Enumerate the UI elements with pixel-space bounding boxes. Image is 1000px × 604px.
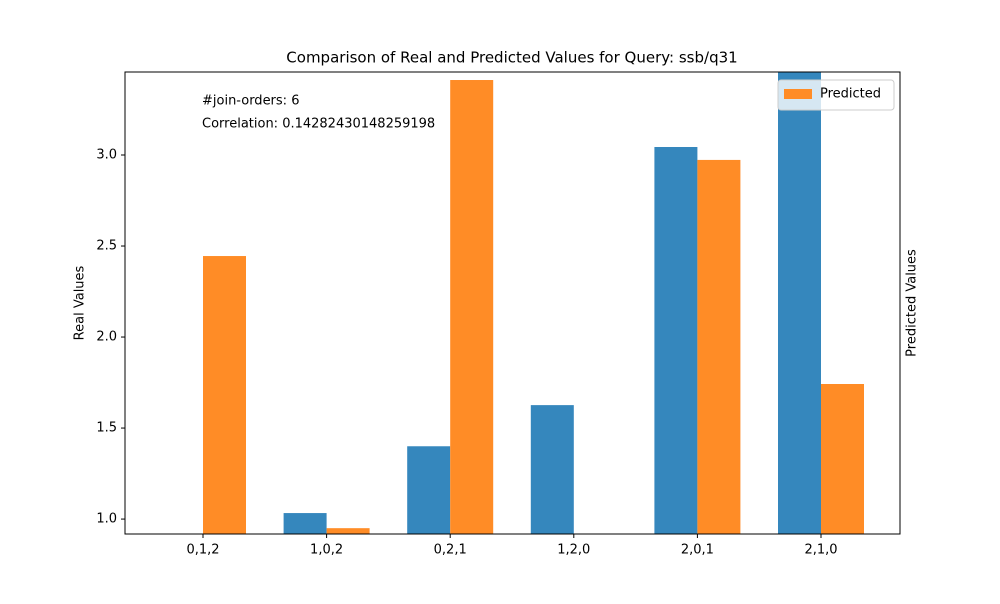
y-axis-label: Real Values: [73, 265, 88, 340]
chart-title: Comparison of Real and Predicted Values …: [286, 49, 737, 67]
bar: [450, 80, 494, 534]
legend-label: Predicted: [820, 87, 881, 102]
y-tick-label: 2.5: [96, 239, 117, 254]
x-tick-label: 1,0,2: [310, 543, 343, 558]
bar: [654, 146, 698, 534]
x-tick-label: 2,0,1: [681, 543, 714, 558]
bar: [326, 528, 370, 534]
annotation: Correlation: 0.14282430148259198: [202, 117, 435, 132]
bar: [203, 256, 246, 534]
x-tick-label: 2,1,0: [804, 543, 837, 558]
legend-swatch: [784, 89, 812, 99]
y-tick-label: 1.0: [96, 512, 117, 527]
bar: [821, 384, 864, 534]
y2-axis-label: Predicted Values: [905, 249, 920, 357]
bar: [283, 513, 327, 534]
y-tick-label: 2.0: [96, 330, 117, 345]
plot-area: [203, 72, 864, 534]
annotation: #join-orders: 6: [202, 94, 299, 109]
x-tick-label: 0,1,2: [186, 543, 219, 558]
y-tick-label: 3.0: [96, 148, 117, 163]
bar: [697, 159, 741, 534]
x-tick-label: 0,2,1: [434, 543, 467, 558]
bar: [407, 446, 451, 534]
legend-box: [777, 79, 895, 111]
plot-frame: [124, 71, 901, 535]
x-tick-label: 1,2,0: [557, 543, 590, 558]
y-tick-label: 1.5: [96, 421, 117, 436]
bar: [778, 72, 821, 534]
bar: [530, 405, 574, 534]
